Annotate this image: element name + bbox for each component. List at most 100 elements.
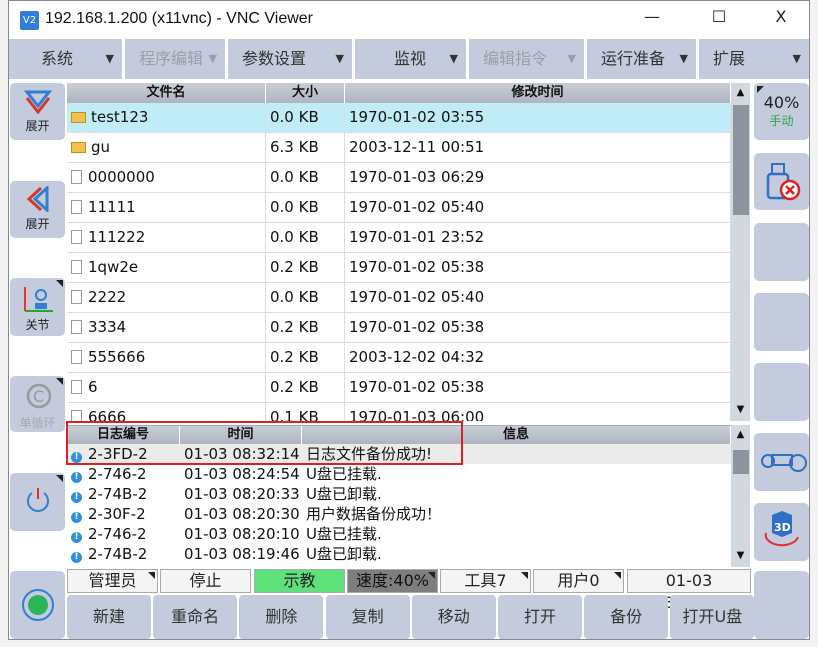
log-time: 01-03 08:32:14: [184, 445, 300, 463]
file-name: 2222: [88, 288, 127, 306]
col-filename[interactable]: 文件名: [67, 83, 266, 103]
file-row[interactable]: 11111 0.0 KB 1970-01-02 05:40: [67, 193, 731, 223]
bottom-button[interactable]: 备份: [584, 595, 669, 639]
file-icon: [71, 290, 82, 304]
left-side-button[interactable]: [10, 571, 65, 639]
log-row[interactable]: ! 2-746-2 01-03 08:24:54 U盘已挂载.: [67, 464, 731, 484]
right-side-button[interactable]: [754, 293, 809, 351]
speed-value: 40%: [763, 93, 800, 112]
file-time: 1970-01-03 06:00: [345, 403, 731, 421]
file-row[interactable]: 1qw2e 0.2 KB 1970-01-02 05:38: [67, 253, 731, 283]
scroll-down-icon[interactable]: ▼: [736, 550, 745, 561]
scroll-thumb[interactable]: [733, 450, 749, 474]
menu-bar: 系统 ▼ 程序编辑 ▼ 参数设置 ▼ 监视 ▼ 编辑指令 ▼ 运行准备 ▼ 扩展 ▼: [9, 39, 809, 79]
status-user-frame[interactable]: 用户0: [533, 569, 624, 593]
log-time: 01-03 08:20:30: [184, 505, 300, 523]
single-cycle-icon: C: [10, 381, 65, 414]
file-table: 文件名 大小 修改时间 test123 0.0 KB 1970-01-02 03:5…: [67, 83, 731, 421]
scroll-up-icon[interactable]: ▲: [736, 429, 745, 440]
file-time: 2003-12-02 04:32: [345, 343, 731, 372]
window-title: 192.168.1.200 (x11vnc) - VNC Viewer: [45, 10, 313, 27]
file-name: 6: [88, 378, 98, 396]
log-row[interactable]: ! 2-3FD-2 01-03 08:32:14 日志文件备份成功!: [67, 444, 731, 464]
file-scrollbar[interactable]: ▲ ▼: [731, 83, 750, 421]
file-row[interactable]: 0000000 0.0 KB 1970-01-03 06:29: [67, 163, 731, 193]
file-name: 0000000: [88, 168, 155, 186]
right-side-button[interactable]: [754, 433, 809, 491]
col-modified[interactable]: 修改时间: [345, 83, 731, 103]
bottom-button[interactable]: 重命名: [153, 595, 238, 639]
menu-item[interactable]: 系统 ▼: [9, 39, 122, 79]
right-side-button[interactable]: [754, 223, 809, 281]
log-table: 日志编号 时间 信息 ! 2-3FD-2 01-03 08:32:14 日志文件备份成…: [67, 425, 731, 567]
file-time: 1970-01-02 05:38: [345, 253, 731, 282]
right-side-button[interactable]: 3D: [754, 503, 809, 561]
status-speed-label: 速度:40%: [356, 571, 429, 590]
log-row[interactable]: ! 2-746-2 01-03 08:20:10 U盘已挂载.: [67, 524, 731, 544]
minimize-button[interactable]: —: [644, 7, 660, 26]
file-size: 6.3 KB: [266, 133, 345, 162]
left-side-button[interactable]: 关节: [10, 278, 65, 336]
scroll-down-icon[interactable]: ▼: [736, 404, 745, 415]
status-speed[interactable]: 速度:40%: [347, 569, 438, 593]
scroll-up-icon[interactable]: ▲: [736, 87, 745, 98]
bottom-button[interactable]: 移动: [411, 595, 496, 639]
menu-item[interactable]: 监视 ▼: [355, 39, 466, 79]
bottom-button[interactable]: 新建: [67, 595, 151, 639]
vnc-window: V2 192.168.1.200 (x11vnc) - VNC Viewer —…: [8, 0, 810, 640]
file-time: 1970-01-02 05:38: [345, 373, 731, 402]
file-row[interactable]: 111222 0.0 KB 1970-01-01 23:52: [67, 223, 731, 253]
file-row[interactable]: 3334 0.2 KB 1970-01-02 05:38: [67, 313, 731, 343]
file-icon: [71, 350, 82, 364]
file-row[interactable]: 555666 0.2 KB 2003-12-02 04:32: [67, 343, 731, 373]
log-row[interactable]: ! 2-74B-2 01-03 08:19:46 U盘已卸载.: [67, 544, 731, 564]
left-side-button[interactable]: 展开: [10, 83, 65, 140]
right-side-button[interactable]: 40% 手动: [754, 83, 809, 140]
file-row[interactable]: 6666 0.1 KB 1970-01-03 06:00: [67, 403, 731, 421]
menu-item[interactable]: 扩展 ▼: [699, 39, 809, 79]
file-icon: [71, 380, 82, 394]
log-scrollbar[interactable]: ▲ ▼: [731, 425, 750, 567]
file-size: 0.2 KB: [266, 253, 345, 282]
log-row[interactable]: ! 2-74B-2 01-03 08:20:33 U盘已卸载.: [67, 484, 731, 504]
right-side-button[interactable]: [754, 363, 809, 421]
left-side-button[interactable]: C 单循环: [10, 376, 65, 432]
scroll-thumb[interactable]: [733, 105, 749, 215]
log-time: 01-03 08:20:33: [184, 485, 300, 503]
file-name: 111222: [88, 228, 146, 246]
close-button[interactable]: X: [775, 7, 787, 26]
menu-item[interactable]: 参数设置 ▼: [228, 39, 352, 79]
bottom-button[interactable]: 删除: [239, 595, 324, 639]
menu-item[interactable]: 运行准备 ▼: [587, 39, 696, 79]
log-time: 01-03 08:20:10: [184, 525, 300, 543]
menu-item[interactable]: 程序编辑 ▼: [125, 39, 225, 79]
bottom-button[interactable]: 打开: [498, 595, 582, 639]
col-size[interactable]: 大小: [266, 83, 345, 103]
file-size: 0.0 KB: [266, 193, 345, 222]
log-time: 01-03 08:19:46: [184, 545, 300, 563]
chevron-down-icon: ▼: [449, 52, 458, 65]
expand-left-icon: [10, 184, 65, 215]
maximize-button[interactable]: ☐: [711, 7, 727, 26]
log-msg: U盘已挂载.: [306, 465, 382, 483]
status-user[interactable]: 管理员: [67, 569, 158, 593]
file-row[interactable]: 6 0.2 KB 1970-01-02 05:38: [67, 373, 731, 403]
file-row[interactable]: gu 6.3 KB 2003-12-11 00:51: [67, 133, 731, 163]
log-id: 2-746-2: [88, 465, 147, 483]
right-side-button[interactable]: [754, 571, 809, 639]
menu-item[interactable]: 编辑指令 ▼: [469, 39, 584, 79]
right-side-button[interactable]: [754, 153, 809, 210]
file-row[interactable]: 2222 0.0 KB 1970-01-02 05:40: [67, 283, 731, 313]
file-row[interactable]: test123 0.0 KB 1970-01-02 03:55: [67, 103, 731, 133]
left-side-button[interactable]: [10, 473, 65, 531]
status-tool[interactable]: 工具7: [440, 569, 531, 593]
bottom-button[interactable]: 复制: [325, 595, 410, 639]
status-tool-label: 工具7: [464, 571, 507, 590]
log-row[interactable]: ! 2-30F-2 01-03 08:20:30 用户数据备份成功！: [67, 504, 731, 524]
left-side-button[interactable]: 展开: [10, 181, 65, 238]
file-time: 1970-01-02 03:55: [345, 103, 731, 132]
bottom-button[interactable]: 打开U盘: [670, 595, 755, 639]
svg-text:3D: 3D: [774, 521, 791, 534]
mode-label: 手动: [769, 114, 794, 128]
file-time: 1970-01-03 06:29: [345, 163, 731, 192]
